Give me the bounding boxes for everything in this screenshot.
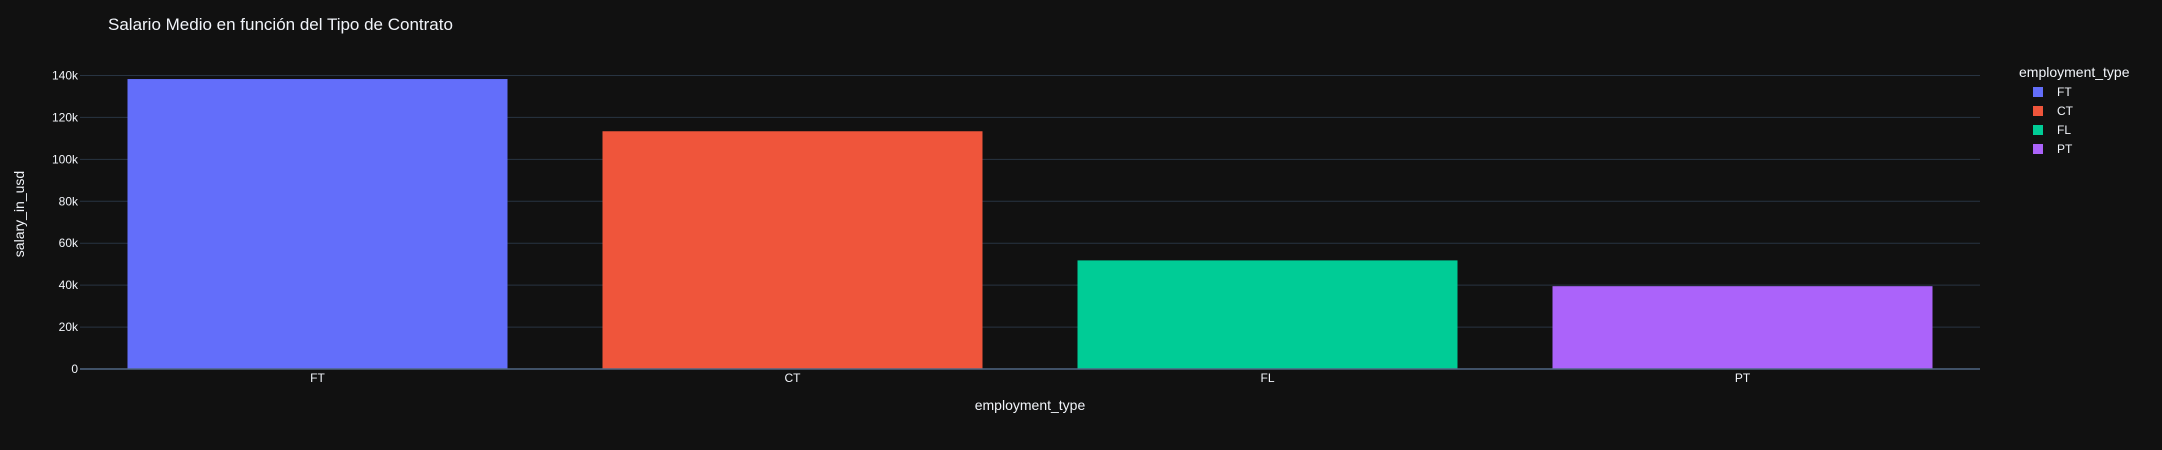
legend-swatch — [2033, 106, 2043, 116]
y-axis-title: salary_in_usd — [11, 171, 27, 257]
chart-title: Salario Medio en función del Tipo de Con… — [108, 15, 453, 34]
legend-label: PT — [2057, 142, 2073, 156]
bars — [127, 79, 1933, 369]
legend-item-ft[interactable]: FT — [2033, 85, 2072, 99]
legend-swatch — [2033, 144, 2043, 154]
legend-label: FL — [2057, 123, 2071, 137]
legend-item-ct[interactable]: CT — [2033, 104, 2074, 118]
y-tick-label: 120k — [52, 110, 79, 124]
legend-swatch — [2033, 87, 2043, 97]
x-axis-ticks: FT CT FL PT — [310, 371, 1751, 385]
bar-pt[interactable] — [1552, 286, 1933, 369]
y-tick-label: 100k — [52, 152, 79, 166]
bar-fl[interactable] — [1077, 260, 1458, 369]
x-tick-label: FL — [1260, 371, 1274, 385]
y-tick-label: 20k — [59, 320, 79, 334]
legend-label: FT — [2057, 85, 2072, 99]
legend-title: employment_type — [2019, 64, 2130, 80]
legend[interactable]: employment_type FT CT FL PT — [2019, 64, 2130, 156]
x-tick-label: CT — [785, 371, 802, 385]
y-tick-label: 80k — [59, 194, 79, 208]
bar-ft[interactable] — [127, 79, 508, 369]
legend-item-fl[interactable]: FL — [2033, 123, 2071, 137]
x-axis-title: employment_type — [975, 397, 1086, 413]
x-tick-label: PT — [1735, 371, 1751, 385]
y-tick-label: 40k — [59, 278, 79, 292]
bar-ct[interactable] — [602, 131, 983, 369]
y-tick-label: 0 — [71, 362, 78, 376]
legend-item-pt[interactable]: PT — [2033, 142, 2073, 156]
x-tick-label: FT — [310, 371, 325, 385]
legend-swatch — [2033, 125, 2043, 135]
y-axis-ticks: 0 20k 40k 60k 80k 100k 120k 140k — [52, 68, 79, 376]
legend-items[interactable]: FT CT FL PT — [2033, 85, 2074, 156]
y-tick-label: 140k — [52, 68, 79, 82]
legend-label: CT — [2057, 104, 2074, 118]
y-tick-label: 60k — [59, 236, 79, 250]
